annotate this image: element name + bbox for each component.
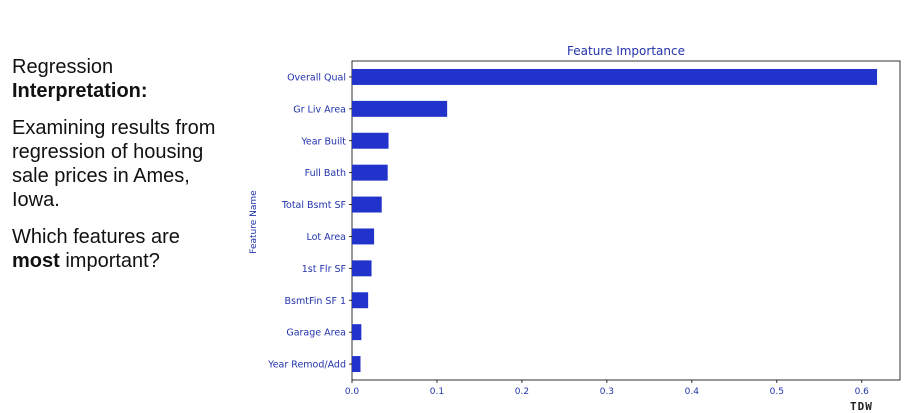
bar-total-bsmt-sf [352, 196, 382, 213]
x-tick-label: 0.5 [770, 387, 784, 397]
x-tick-label: 0.2 [515, 387, 529, 397]
bar-gr-liv-area [352, 100, 448, 117]
heading-line-2: Interpretation: [12, 80, 148, 102]
x-tick-label: 0.0 [345, 387, 360, 397]
category-label: Year Built [300, 136, 346, 147]
left-text-panel: Regression Interpretation: Examining res… [12, 55, 242, 286]
slide-heading: Regression Interpretation: [12, 55, 242, 103]
x-tick-label: 0.1 [430, 387, 444, 397]
chart-title: Feature Importance [567, 44, 685, 58]
bars-group [352, 68, 878, 373]
description-paragraph: Examining results from regression of hou… [12, 117, 216, 211]
category-label: Overall Qual [287, 72, 346, 83]
x-tick-label: 0.6 [855, 387, 870, 397]
category-label: Year Remod/Add [267, 360, 346, 371]
question-paragraph: Which features are most important? [12, 225, 242, 273]
bar-full-bath [352, 164, 388, 181]
bar-bsmtfin-sf-1 [352, 292, 369, 309]
category-label: Garage Area [286, 328, 346, 339]
category-label: Gr Liv Area [293, 104, 346, 115]
category-label: Full Bath [305, 168, 346, 179]
bar-lot-area [352, 228, 375, 245]
category-label: Lot Area [306, 232, 346, 243]
category-labels-group: Overall Qual Gr Liv Area Year Built Full Ba… [267, 72, 352, 371]
question-bold: most [12, 250, 60, 272]
plot-frame [351, 60, 901, 381]
bar-year-remod-add [352, 356, 361, 373]
category-label: BsmtFin SF 1 [285, 296, 346, 307]
x-tick-label: 0.3 [600, 387, 614, 397]
bar-1st-flr-sf [352, 260, 372, 277]
brand-logo: TDW [850, 400, 873, 413]
bar-garage-area [352, 324, 362, 341]
category-label: 1st Flr SF [302, 264, 346, 275]
question-suffix: important? [65, 250, 160, 272]
question-prefix: Which features are [12, 226, 180, 248]
x-axis-group: 0.0 0.1 0.2 0.3 0.4 0.5 0.6 [345, 380, 869, 397]
y-axis-label: Feature Name [249, 190, 259, 254]
heading-line-1: Regression [12, 56, 114, 78]
x-tick-label: 0.4 [685, 387, 700, 397]
category-label: Total Bsmt SF [281, 200, 346, 211]
bar-year-built [352, 132, 389, 149]
bar-overall-qual [352, 68, 878, 85]
